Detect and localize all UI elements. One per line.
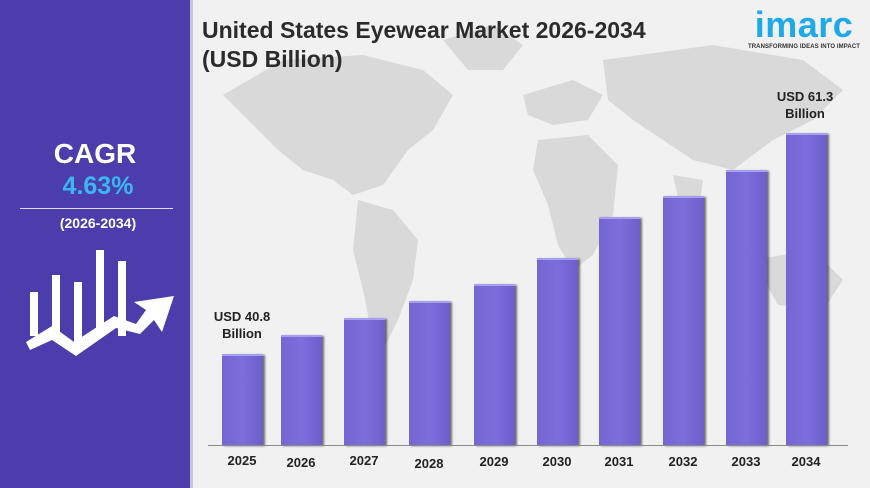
- x-tick-label: 2034: [791, 454, 821, 469]
- annotation-line1: USD 40.8: [213, 309, 271, 324]
- x-tick-label: 2032: [668, 454, 698, 469]
- annotation-line2: Billion: [785, 106, 825, 121]
- cagr-divider: [20, 208, 173, 209]
- end-value-annotation: USD 61.3 Billion: [760, 88, 850, 122]
- cagr-label: CAGR: [53, 138, 137, 169]
- x-tick-label: 2026: [286, 455, 316, 470]
- chart-title-line1: United States Eyewear Market 2026-2034: [202, 17, 646, 43]
- world-map-background: [223, 25, 843, 350]
- bar-2032: [663, 196, 704, 445]
- x-tick-label: 2027: [349, 453, 379, 468]
- bar-2031: [599, 217, 640, 445]
- growth-chart-arrow-icon: [26, 250, 174, 356]
- bar-2026: [281, 335, 322, 445]
- start-value-annotation: USD 40.8 Billion: [197, 308, 287, 342]
- logo-tagline: TRANSFORMING IDEAS INTO IMPACT: [747, 44, 861, 50]
- cagr-value: 4.63%: [62, 172, 134, 200]
- bar-2028: [409, 301, 450, 445]
- x-tick-label: 2030: [542, 454, 572, 469]
- cagr-period: (2026-2034): [59, 215, 137, 231]
- imarc-logo: imarc TRANSFORMING IDEAS INTO IMPACT: [742, 4, 866, 54]
- cagr-panel: [0, 0, 190, 488]
- bar-2029: [474, 284, 515, 445]
- chart-title: United States Eyewear Market 2026-2034 (…: [202, 16, 722, 74]
- chart-title-line2: (USD Billion): [202, 46, 343, 72]
- x-axis-line: [208, 445, 848, 446]
- bar-2033: [726, 170, 767, 445]
- x-tick-label: 2031: [604, 454, 634, 469]
- bar-2034: [786, 133, 827, 445]
- logo-wordmark: imarc: [754, 4, 854, 45]
- x-tick-label: 2025: [227, 453, 257, 468]
- x-tick-label: 2029: [479, 454, 509, 469]
- bar-2027: [344, 318, 385, 445]
- x-tick-label: 2033: [731, 454, 761, 469]
- bar-2025: [222, 354, 263, 445]
- annotation-line1: USD 61.3: [776, 89, 834, 104]
- x-tick-label: 2028: [414, 456, 444, 471]
- panel-divider: [190, 0, 193, 488]
- bar-2030: [537, 258, 578, 445]
- annotation-line2: Billion: [222, 326, 262, 341]
